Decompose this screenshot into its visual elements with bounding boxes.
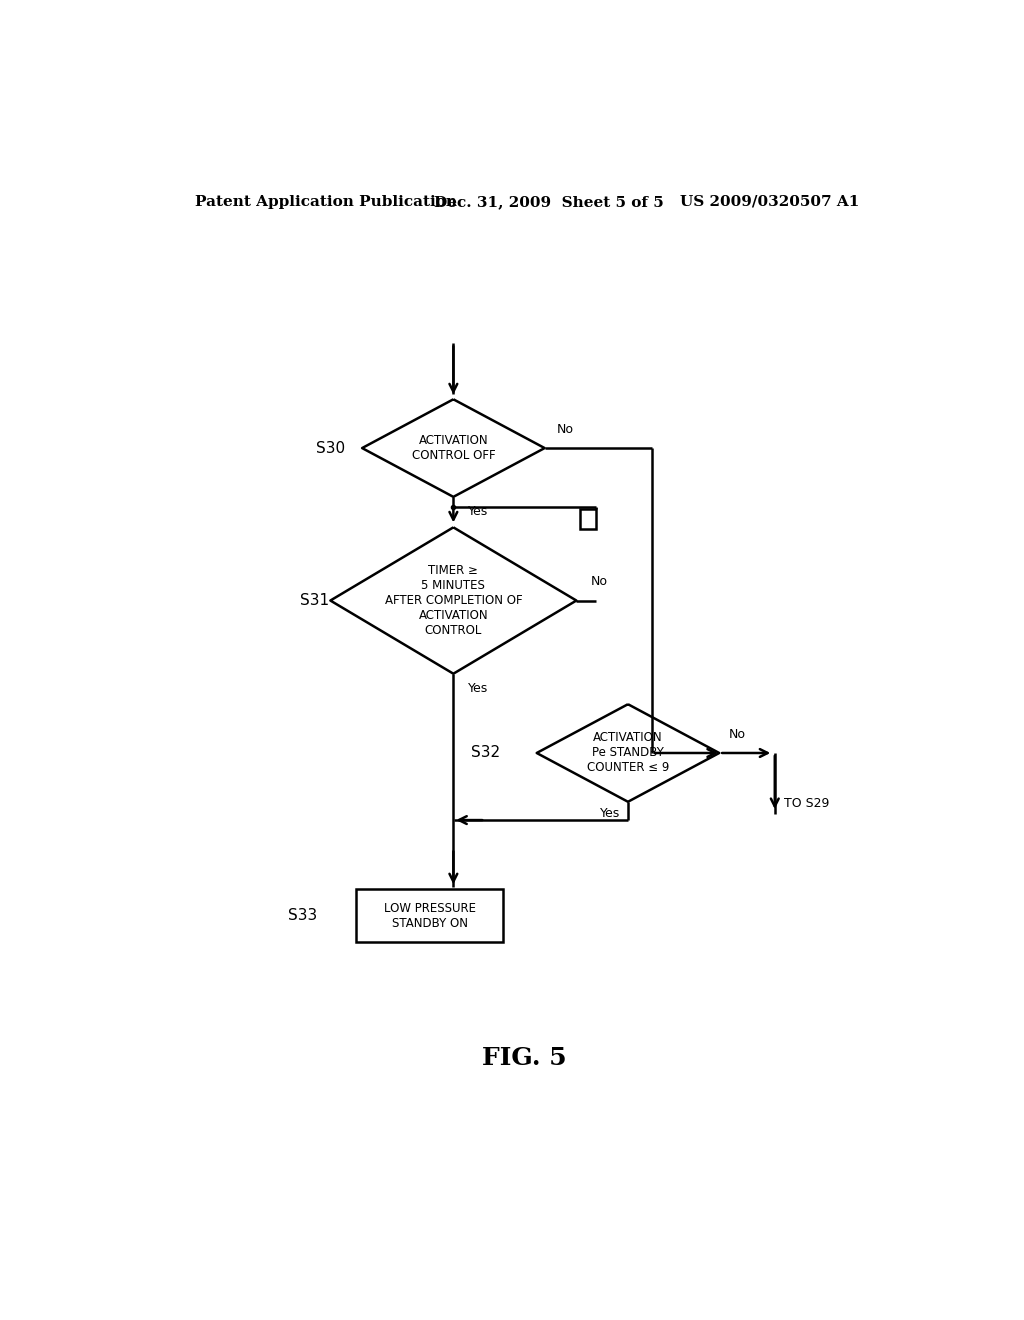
Text: Yes: Yes (468, 506, 487, 517)
Text: No: No (729, 727, 745, 741)
Text: LOW PRESSURE
STANDBY ON: LOW PRESSURE STANDBY ON (384, 902, 475, 929)
Text: ACTIVATION
Pe STANDBY
COUNTER ≤ 9: ACTIVATION Pe STANDBY COUNTER ≤ 9 (587, 731, 669, 775)
Text: Dec. 31, 2009  Sheet 5 of 5: Dec. 31, 2009 Sheet 5 of 5 (433, 195, 664, 209)
Text: No: No (591, 576, 607, 589)
Text: TO S29: TO S29 (784, 797, 829, 810)
Bar (356, 890, 503, 942)
Text: TIMER ≥
5 MINUTES
AFTER COMPLETION OF
ACTIVATION
CONTROL: TIMER ≥ 5 MINUTES AFTER COMPLETION OF AC… (385, 564, 522, 638)
Text: US 2009/0320507 A1: US 2009/0320507 A1 (680, 195, 859, 209)
Text: S32: S32 (471, 746, 500, 760)
Text: S31: S31 (300, 593, 329, 609)
Text: Yes: Yes (600, 807, 620, 820)
Text: No: No (557, 422, 573, 436)
Bar (581, 510, 596, 529)
Text: FIG. 5: FIG. 5 (482, 1045, 567, 1071)
Text: Yes: Yes (468, 682, 487, 694)
Text: Patent Application Publication: Patent Application Publication (196, 195, 458, 209)
Text: S33: S33 (288, 908, 316, 923)
Text: S30: S30 (315, 441, 345, 455)
Text: ACTIVATION
CONTROL OFF: ACTIVATION CONTROL OFF (412, 434, 496, 462)
